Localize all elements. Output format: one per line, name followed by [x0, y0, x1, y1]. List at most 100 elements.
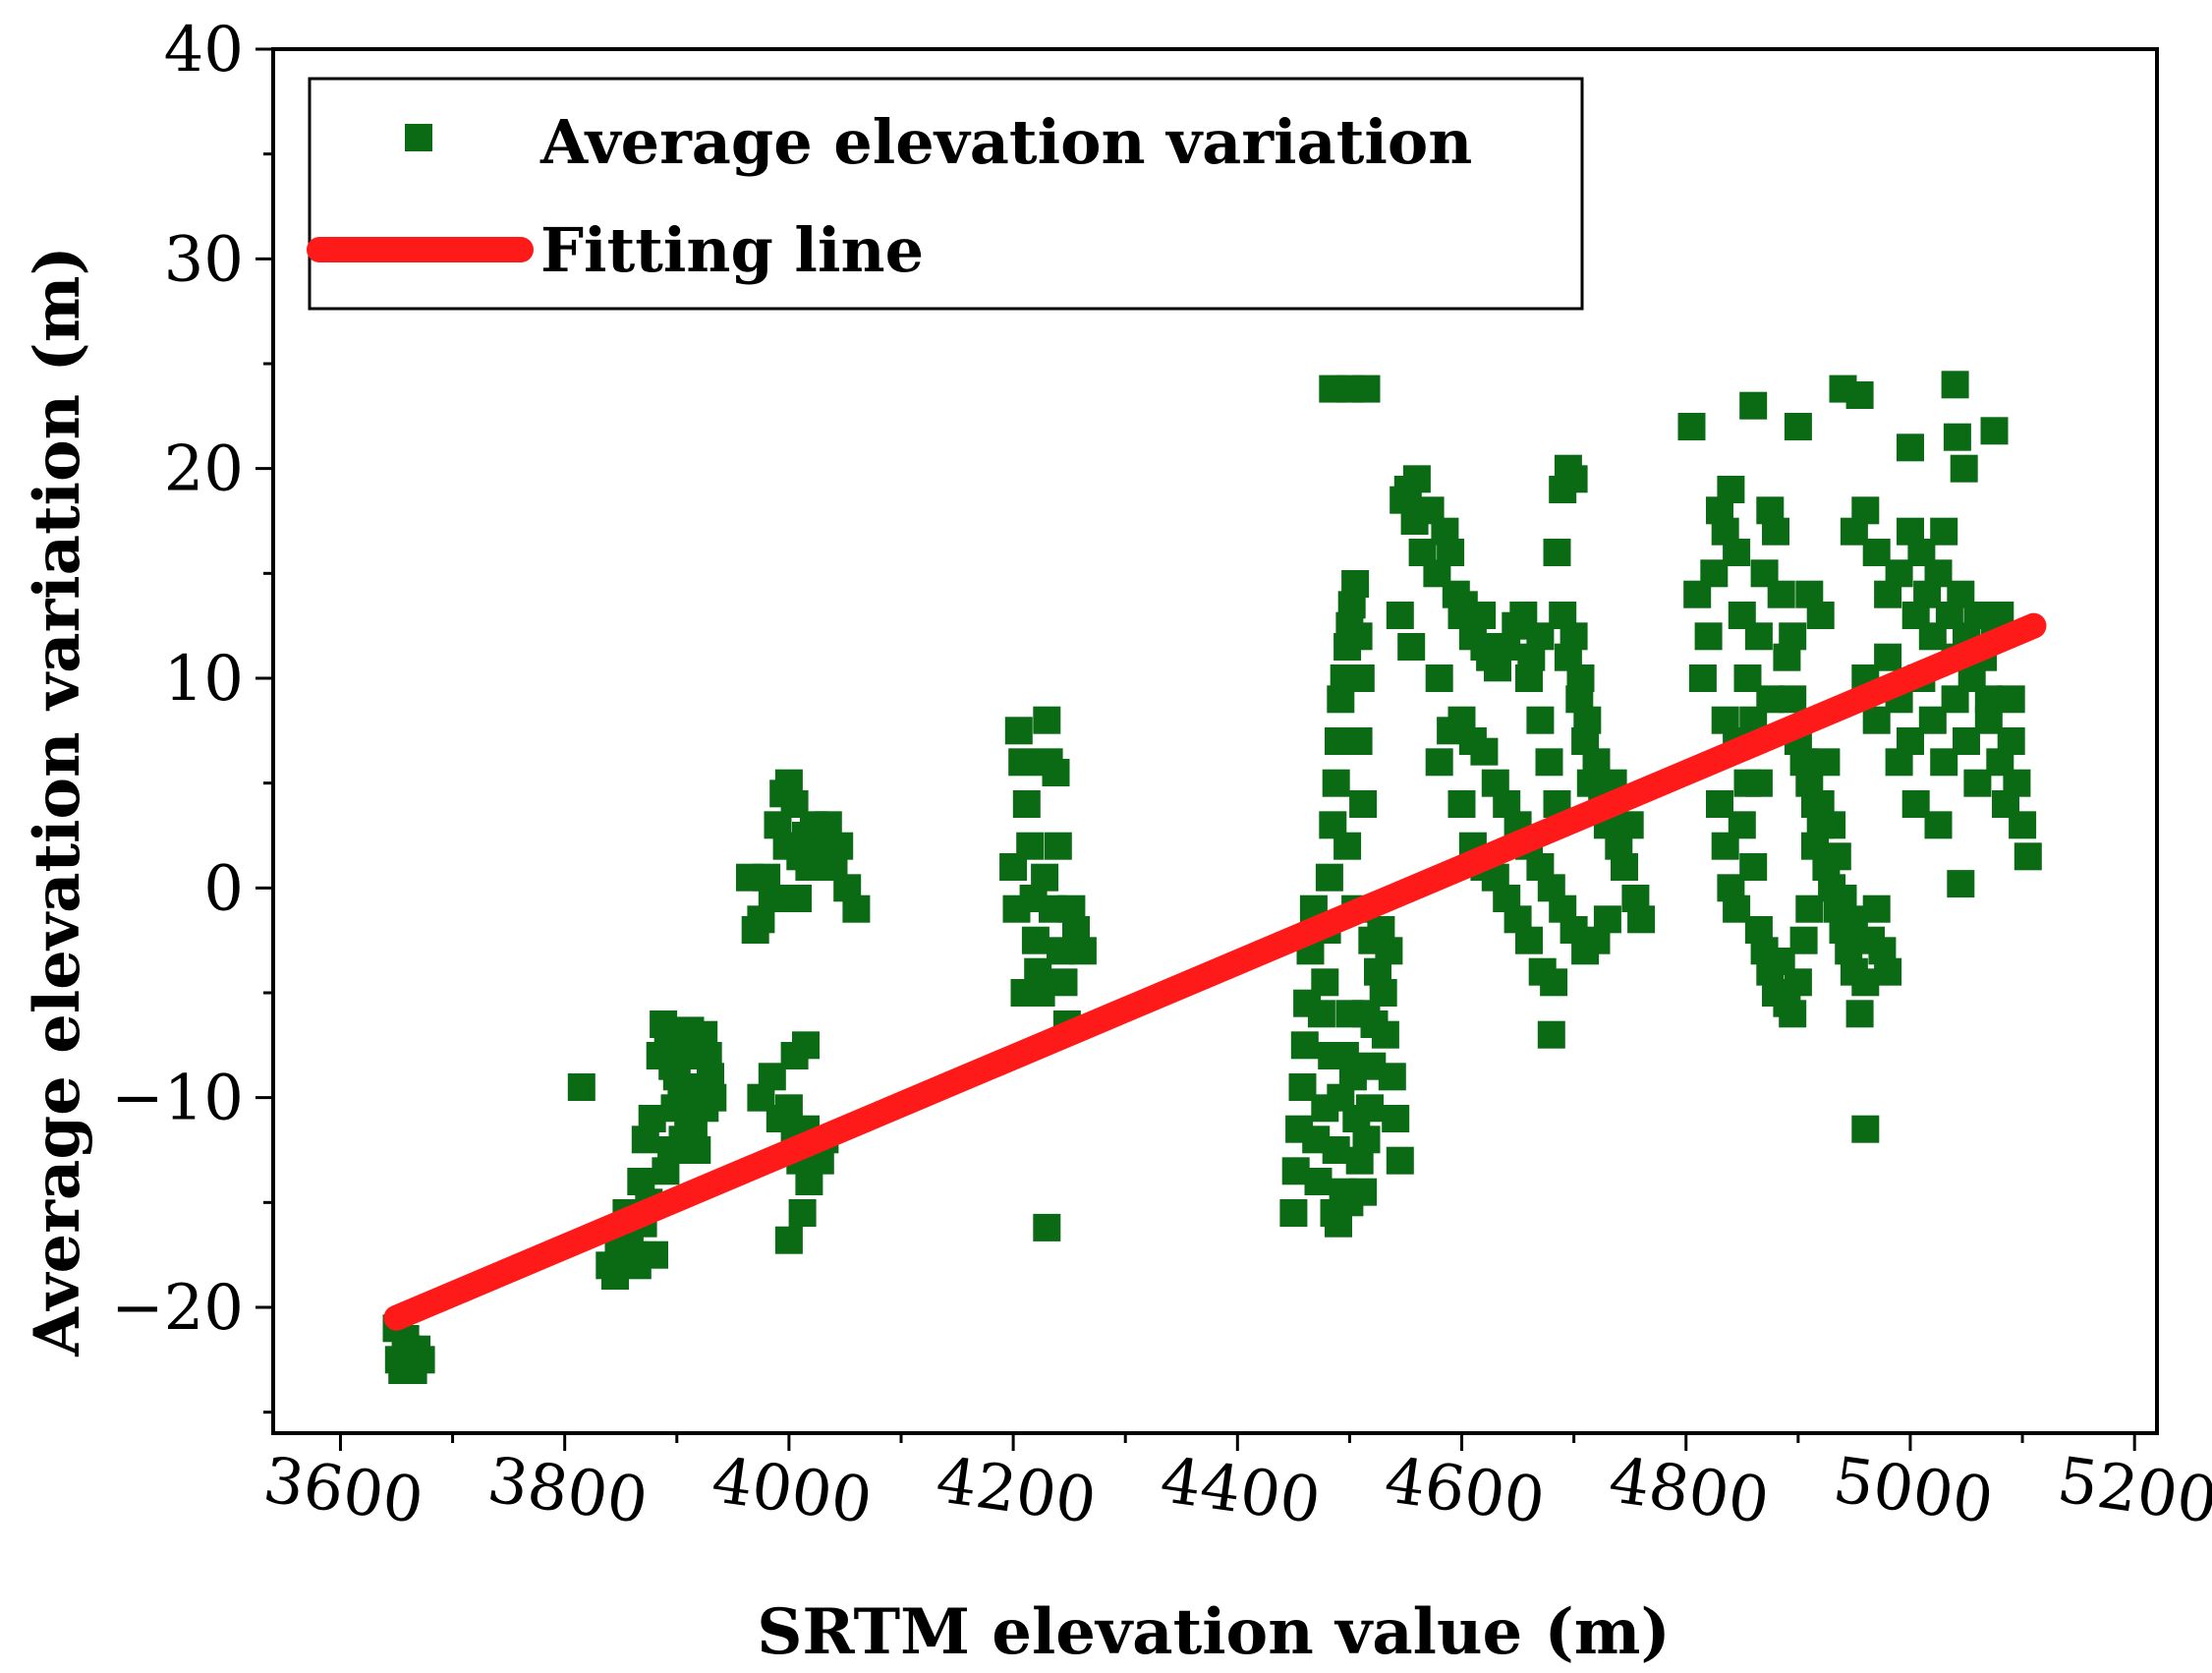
data-point [1762, 517, 1789, 546]
data-point [1997, 727, 2025, 755]
data-point [1997, 685, 2025, 714]
data-point [1950, 454, 1978, 483]
data-point [842, 894, 871, 923]
data-point [1694, 622, 1723, 651]
y-tick-label: 40 [164, 14, 244, 87]
data-point [1526, 706, 1555, 734]
data-point [1573, 706, 1602, 734]
data-point [1290, 1031, 1319, 1060]
data-point [1845, 1000, 1874, 1028]
data-point [652, 1157, 680, 1185]
data-point [1744, 769, 1773, 797]
x-axis-title: SRTM elevation value (m) [757, 1595, 1671, 1669]
data-point [1049, 968, 1078, 997]
data-point [1941, 371, 1969, 399]
data-point [1924, 811, 1953, 839]
plot-frame [271, 47, 2159, 1435]
data-point [1311, 1094, 1339, 1123]
y-tick-label: 20 [164, 433, 244, 506]
data-point [1447, 602, 1476, 629]
data-point [1068, 937, 1097, 965]
data-point [1812, 748, 1841, 777]
data-point [2013, 842, 2042, 871]
data-point [1033, 706, 1061, 734]
data-point [1739, 853, 1768, 881]
data-point [1829, 885, 1857, 912]
data-point [1311, 968, 1339, 997]
data-point [1322, 1136, 1350, 1164]
data-point [1356, 1094, 1384, 1123]
axis-ticks [255, 47, 2136, 1451]
fit-line [383, 612, 2047, 1331]
data-point [1535, 748, 1563, 777]
data-point [1540, 968, 1568, 997]
data-point [1349, 790, 1378, 818]
data-point [1437, 539, 1465, 566]
data-point [1031, 863, 1059, 892]
data-point [1344, 727, 1373, 755]
data-point [1346, 664, 1375, 692]
data-point [1862, 894, 1891, 923]
fit-line-layer [383, 612, 2047, 1331]
data-point [1322, 769, 1350, 797]
data-point [1447, 790, 1476, 818]
data-point [1004, 717, 1033, 745]
data-point [758, 885, 786, 912]
data-point [1470, 633, 1499, 661]
data-point [1402, 465, 1431, 493]
data-point [1717, 476, 1745, 503]
y-tick-label: 30 [164, 223, 244, 296]
data-point [1677, 413, 1706, 440]
data-point [1358, 926, 1387, 954]
data-point [1806, 602, 1835, 629]
data-point [1779, 1000, 1807, 1028]
data-point [1325, 1209, 1352, 1238]
data-point [1756, 685, 1785, 714]
data-point [1012, 790, 1041, 818]
legend-box [308, 77, 1584, 311]
data-point [623, 1251, 652, 1280]
data-point [1021, 926, 1049, 954]
data-point [1515, 926, 1543, 954]
data-point [1566, 664, 1595, 692]
data-point [567, 1073, 596, 1101]
data-point [1397, 633, 1426, 661]
data-point [1386, 602, 1414, 629]
data-point [1845, 381, 1874, 409]
data-point [683, 1136, 711, 1164]
data-point [1344, 622, 1373, 651]
data-point [1980, 417, 2009, 445]
data-point [1611, 853, 1638, 881]
data-point [1874, 643, 1902, 671]
data-point [1947, 870, 1975, 898]
data-point [1333, 832, 1362, 860]
data-point [1470, 737, 1499, 766]
legend-swatch-points [405, 124, 432, 151]
data-point [1784, 968, 1812, 997]
data-point [627, 1168, 655, 1195]
legend: Average elevation variation Fitting line [307, 77, 1584, 311]
data-point [1885, 748, 1913, 777]
data-point [1744, 622, 1773, 651]
legend-label-points: Average elevation variation [539, 106, 1472, 178]
data-point [1543, 539, 1571, 566]
data-point [1352, 375, 1381, 403]
data-point [1897, 433, 1924, 462]
data-point [1851, 1115, 1880, 1143]
y-tick-label: −20 [111, 1272, 244, 1345]
data-point [1818, 811, 1846, 839]
data-point [1386, 1146, 1414, 1175]
data-point [1627, 905, 1656, 934]
data-point [1823, 842, 1851, 871]
data-point [784, 885, 812, 912]
data-point [1943, 423, 1971, 451]
data-point [825, 832, 854, 860]
data-point [1515, 664, 1543, 692]
data-point [1008, 748, 1037, 777]
data-point [1688, 664, 1717, 692]
data-point [1789, 926, 1818, 954]
data-point [1784, 413, 1812, 440]
data-point [1378, 1063, 1406, 1091]
data-point [1851, 496, 1880, 525]
data-point [1560, 622, 1588, 651]
